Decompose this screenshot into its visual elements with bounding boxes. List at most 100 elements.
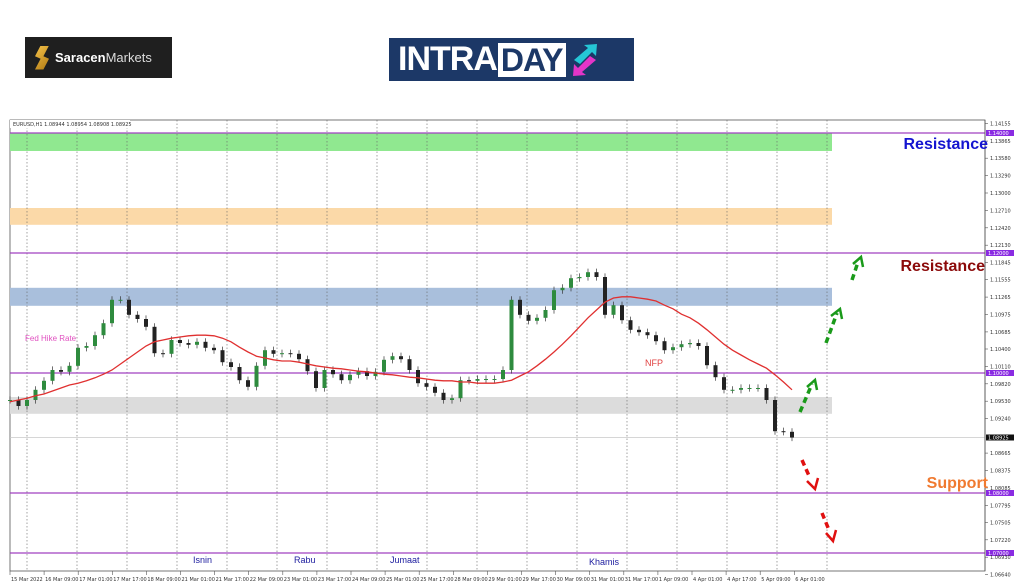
candle-body	[161, 353, 165, 355]
candle-body	[654, 335, 658, 342]
candle-body	[356, 371, 361, 375]
candle-body	[501, 370, 505, 379]
saracen-markets-logo: Saracen Markets	[25, 37, 172, 78]
candle-body	[297, 353, 301, 360]
x-tick-label: 25 Mar 17:00	[420, 577, 453, 583]
y-tick-label: 1.07220	[990, 538, 1011, 544]
candle-body	[416, 370, 420, 384]
candle-body	[705, 346, 709, 366]
candle-body	[611, 305, 616, 315]
candle-body	[790, 431, 794, 438]
symbol-header: EURUSD,H1 1.08944 1.08954 1.08908 1.0892…	[13, 122, 132, 128]
price-zone	[10, 397, 832, 414]
candle-body	[645, 332, 650, 336]
moving-average-line	[9, 296, 793, 403]
y-tick-label: 1.11555	[990, 278, 1011, 284]
candle-body	[637, 329, 641, 333]
candle-body	[322, 370, 327, 388]
candle-body	[101, 323, 106, 336]
resistance-label-2: Resistance	[901, 258, 986, 275]
level-price-tag	[986, 370, 1014, 376]
y-tick-label: 1.10685	[990, 330, 1011, 336]
candle-body	[450, 398, 454, 400]
candle-body	[93, 335, 97, 346]
candle-body	[569, 278, 573, 288]
candle-body	[169, 340, 174, 354]
candle-body	[390, 356, 395, 360]
arrowhead-down-icon	[806, 477, 820, 492]
bullish-arrow-2	[824, 312, 839, 344]
candle-body	[433, 386, 437, 393]
saracen-logo-icon	[35, 45, 49, 70]
x-tick-label: 5 Apr 09:00	[761, 577, 790, 583]
candle-body	[484, 379, 488, 380]
y-tick-label: 1.09530	[990, 399, 1011, 405]
candle-body	[135, 314, 140, 319]
candle-body	[535, 317, 539, 321]
candle-body	[84, 346, 89, 348]
y-tick-label: 1.12420	[990, 226, 1011, 232]
candle-body	[118, 299, 123, 301]
candle-body	[280, 353, 284, 355]
candle-body	[373, 371, 378, 376]
day-label-jumaat: Jumaat	[390, 555, 420, 565]
candle-body	[42, 380, 46, 390]
logo-text-bold: Saracen	[55, 50, 106, 65]
candle-body	[492, 379, 497, 380]
candle-body	[59, 370, 63, 372]
x-tick-label: 23 Mar 17:00	[318, 577, 351, 583]
x-tick-label: 24 Mar 09:00	[352, 577, 385, 583]
candle-body	[178, 340, 182, 343]
candle-body	[518, 299, 522, 315]
candle-body	[229, 362, 233, 367]
x-tick-label: 17 Mar 17:00	[113, 577, 146, 583]
y-tick-label: 1.13290	[990, 174, 1011, 180]
candle-body	[288, 353, 293, 355]
candle-body	[747, 388, 752, 389]
level-price-label: 1.10000	[988, 371, 1009, 377]
candle-body	[254, 365, 259, 387]
x-tick-label: 15 Mar 2022	[11, 577, 43, 583]
candle-body	[424, 383, 429, 387]
candle-body	[722, 377, 726, 390]
intraday-logo: INTRA DAY	[389, 38, 634, 81]
candle-body	[603, 277, 607, 315]
candle-body	[509, 299, 514, 370]
level-price-label: 1.12000	[988, 251, 1009, 257]
candle-body	[594, 272, 599, 277]
y-tick-label: 1.09240	[990, 417, 1011, 423]
y-tick-label: 1.06930	[990, 555, 1011, 561]
level-price-label: 1.14000	[988, 131, 1009, 137]
candle-body	[526, 314, 531, 321]
level-price-tag	[986, 250, 1014, 256]
candle-body	[620, 305, 624, 321]
x-tick-label: 31 Mar 01:00	[591, 577, 624, 583]
level-price-tag	[986, 130, 1014, 136]
candle-body	[67, 365, 72, 372]
x-tick-label: 16 Mar 09:00	[45, 577, 78, 583]
y-tick-label: 1.13865	[990, 139, 1011, 145]
candle-body	[50, 370, 55, 381]
candle-body	[305, 359, 310, 372]
candle-body	[696, 343, 701, 346]
y-tick-label: 1.08665	[990, 451, 1011, 457]
price-zone	[10, 133, 832, 151]
x-tick-label: 6 Apr 01:00	[795, 577, 824, 583]
candle-body	[713, 365, 718, 378]
candle-body	[186, 343, 191, 345]
x-tick-label: 1 Apr 09:00	[659, 577, 688, 583]
y-tick-label: 1.11265	[990, 295, 1011, 301]
candle-body	[203, 341, 208, 348]
candle-body	[246, 380, 250, 387]
candle-body	[220, 350, 225, 363]
y-tick-label: 1.06640	[990, 573, 1011, 579]
level-price-tag	[986, 550, 1014, 556]
candle-body	[577, 277, 582, 279]
level-price-tag	[986, 490, 1014, 496]
intraday-text-2: DAY	[497, 42, 566, 77]
candle-body	[127, 299, 131, 315]
candle-body	[212, 347, 216, 351]
y-tick-label: 1.08085	[990, 486, 1011, 492]
x-tick-label: 29 Mar 17:00	[523, 577, 556, 583]
